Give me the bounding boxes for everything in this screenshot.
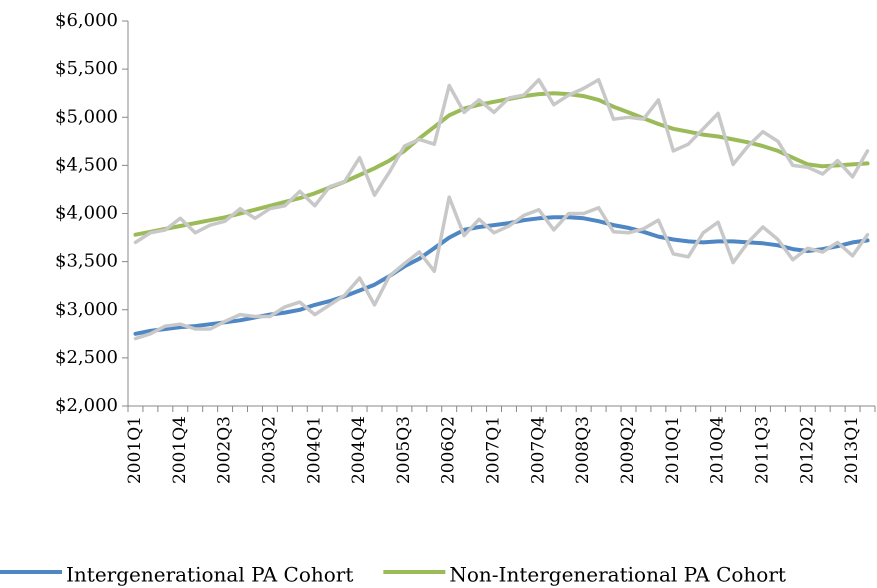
x-tick-label: 2001Q4: [170, 416, 190, 484]
y-tick-label: $3,500: [55, 251, 118, 272]
x-tick-label: 2006Q2: [439, 416, 459, 484]
x-tick-label: 2010Q4: [708, 416, 728, 484]
x-tick-label: 2011Q3: [752, 416, 772, 484]
y-tick-label: $6,000: [55, 10, 118, 31]
x-tick-label: 2009Q2: [618, 416, 638, 484]
x-tick-label: 2001Q1: [125, 416, 145, 484]
y-tick-label: $3,000: [55, 299, 118, 320]
legend-label: Non-Intergenerational PA Cohort: [449, 563, 786, 587]
x-tick-label: 2007Q4: [528, 416, 548, 484]
x-tick-label: 2005Q3: [394, 416, 414, 484]
legend-label: Intergenerational PA Cohort: [66, 563, 353, 587]
y-tick-label: $4,500: [55, 154, 118, 175]
x-tick-label: 2002Q3: [215, 416, 235, 484]
x-tick-label: 2010Q1: [663, 416, 683, 484]
y-tick-label: $5,500: [55, 58, 118, 79]
line-series: [133, 91, 870, 237]
x-tick-label: 2003Q2: [259, 416, 279, 484]
x-tick-label: 2004Q1: [304, 416, 324, 484]
x-tick-label: 2007Q1: [484, 416, 504, 484]
y-tick-label: $5,000: [55, 106, 118, 127]
line-series: [133, 77, 870, 245]
y-tick-label: $2,000: [55, 395, 118, 416]
x-tick-label: 2013Q1: [842, 416, 862, 484]
x-tick-label: 2008Q3: [573, 416, 593, 484]
x-tick-label: 2004Q4: [349, 416, 369, 484]
line-series: [133, 195, 870, 341]
x-tick-label: 2012Q2: [797, 416, 817, 484]
y-tick-label: $4,000: [55, 203, 118, 224]
y-tick-label: $2,500: [55, 347, 118, 368]
